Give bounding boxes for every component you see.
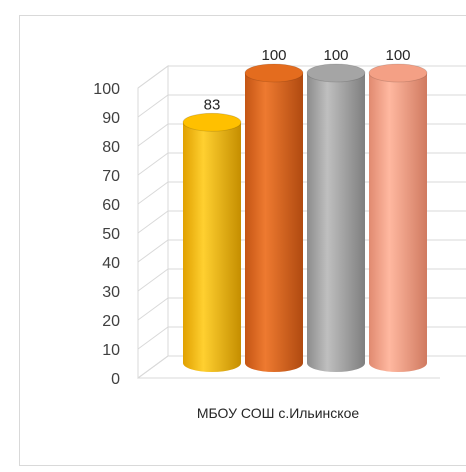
bar-body: [245, 73, 303, 372]
bars: [182, 63, 428, 372]
y-tick-label: 90: [102, 110, 120, 127]
y-tick-label: 60: [102, 197, 120, 214]
bar-body: [307, 73, 365, 372]
bar: [368, 63, 428, 372]
y-tick-label: 0: [111, 371, 120, 388]
y-tick-label: 30: [102, 284, 120, 301]
bar-body: [369, 73, 427, 372]
y-tick-label: 100: [93, 81, 120, 98]
y-tick-label: 10: [102, 342, 120, 359]
y-tick-label: 70: [102, 168, 120, 185]
bar: [244, 63, 304, 372]
bar-top: [182, 112, 242, 132]
data-label: 83: [204, 96, 221, 113]
chart-border: [19, 15, 466, 466]
bar: [306, 63, 366, 372]
y-axis-ticks: 0 10 20 30 40 50 60 70 80 90 100: [93, 81, 120, 388]
y-tick-label: 80: [102, 139, 120, 156]
y-tick-label: 40: [102, 255, 120, 272]
data-label: 100: [261, 47, 286, 64]
bar-top: [306, 63, 366, 83]
data-labels: 83 100 100 100: [204, 47, 411, 113]
bar-top: [368, 63, 428, 83]
gridline: [137, 65, 466, 89]
data-label: 100: [385, 47, 410, 64]
bar-body: [183, 122, 241, 372]
bar-top: [244, 63, 304, 83]
bar: [182, 112, 242, 372]
data-label: 100: [323, 47, 348, 64]
y-tick-label: 20: [102, 313, 120, 330]
y-tick-label: 50: [102, 226, 120, 243]
category-label: МБОУ СОШ с.Ильинское: [197, 405, 360, 421]
